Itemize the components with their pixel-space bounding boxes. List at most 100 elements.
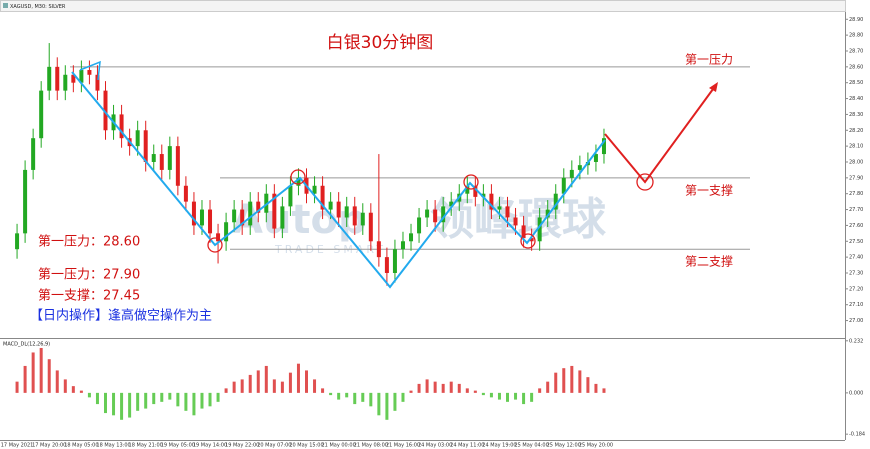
histogram-bar [377, 392, 381, 416]
x-tick-label: 24 May 03:00 [418, 443, 452, 449]
y-tick-label: 28.40 [849, 96, 863, 102]
candle-body [376, 241, 381, 258]
candle-body [23, 169, 28, 234]
y-tick-label: 0.232 [849, 338, 863, 344]
candle-body [473, 185, 478, 197]
candle-body [135, 130, 140, 147]
annotation: 第一支撑：27.45 [38, 289, 140, 304]
histogram-bar [361, 392, 365, 402]
histogram-bar [337, 392, 341, 400]
x-tick-label: 19 May 14:00 [193, 443, 227, 449]
histogram-bar [63, 379, 67, 393]
y-tick-label: 28.80 [849, 33, 863, 39]
candle-body [103, 90, 108, 131]
histogram-bar [176, 392, 180, 407]
y-tick-label: 27.60 [849, 223, 863, 229]
candle-body [344, 206, 349, 218]
histogram-bar [248, 374, 252, 393]
candle-body [296, 177, 301, 186]
y-tick-label: 27.90 [849, 175, 863, 181]
histogram-bar [39, 347, 43, 393]
histogram-bar [31, 352, 35, 393]
histogram-bar [329, 392, 333, 396]
arrow-head [709, 82, 718, 92]
candle-body [384, 257, 389, 273]
histogram-bar [578, 370, 582, 393]
histogram-bar [95, 392, 99, 405]
candle-body [601, 138, 606, 155]
forecast-arrow [604, 84, 717, 184]
histogram-bar [433, 381, 437, 393]
y-tick-label: 28.20 [849, 128, 863, 134]
candle-body [224, 222, 229, 242]
x-tick-label: 20 May 15:00 [289, 443, 323, 449]
candle-body [577, 165, 582, 170]
histogram-bar [570, 365, 574, 393]
histogram-bar [409, 390, 413, 393]
histogram-bar [47, 359, 51, 393]
candle-body [489, 193, 494, 210]
histogram-bar [546, 381, 550, 393]
y-tick-label: 27.30 [849, 270, 863, 276]
histogram-bar [481, 392, 485, 396]
histogram-bar [457, 383, 461, 393]
histogram-bar [120, 392, 124, 420]
histogram-bar [104, 392, 107, 414]
y-tick-label: 0.000 [849, 390, 863, 396]
candle-body [425, 209, 430, 218]
candle-body [433, 209, 438, 223]
candle-body [272, 193, 277, 229]
y-tick-label: 28.00 [849, 159, 863, 165]
y-tick-label: 27.20 [849, 286, 863, 292]
candle-body [328, 201, 333, 210]
y-tick-label: 28.90 [849, 17, 863, 23]
candle-body [232, 209, 237, 223]
circle-marker [207, 237, 223, 253]
histogram-bar [216, 392, 220, 402]
candle-body [441, 206, 446, 223]
candle-body [481, 193, 486, 197]
histogram-bar [192, 392, 196, 416]
histogram-bar [594, 383, 598, 393]
histogram-bar [393, 392, 397, 411]
histogram-bar [441, 383, 445, 393]
candle-body [264, 193, 269, 213]
y-tick-label: 27.80 [849, 191, 863, 197]
y-tick-label: 28.30 [849, 112, 863, 118]
x-tick-label: 24 May 11:00 [450, 443, 484, 449]
histogram-bar [465, 388, 469, 393]
x-tick-label: 20 May 07:00 [257, 443, 291, 449]
histogram-bar [425, 379, 429, 393]
histogram-bar [417, 383, 421, 393]
candle-body [159, 154, 164, 170]
y-tick-label: 28.50 [849, 80, 863, 86]
histogram-bar [489, 392, 493, 398]
candle-body [320, 185, 325, 210]
histogram-bar [506, 392, 509, 402]
histogram-bar [514, 392, 518, 400]
candle-body [545, 209, 550, 218]
histogram-bar [224, 388, 228, 393]
histogram-bar [345, 392, 349, 398]
candle-body [521, 225, 526, 239]
histogram-bar [497, 392, 501, 400]
histogram-bar [305, 370, 308, 393]
candle-body [63, 74, 68, 91]
candle-body [417, 217, 422, 234]
candle-body [39, 90, 44, 139]
circle-marker [636, 173, 654, 191]
histogram-bar [313, 379, 317, 393]
histogram-bar [71, 386, 75, 393]
histogram-bar [240, 379, 244, 393]
histogram-bar [554, 372, 558, 393]
candle-body [497, 206, 502, 210]
candle-body [55, 66, 60, 91]
histogram-bar [385, 392, 389, 420]
histogram-bar [288, 372, 292, 393]
histogram-bar [369, 392, 373, 407]
histogram-bar [15, 381, 19, 393]
histogram-bar [136, 392, 140, 411]
x-tick-label: 25 May 20:00 [579, 443, 613, 449]
